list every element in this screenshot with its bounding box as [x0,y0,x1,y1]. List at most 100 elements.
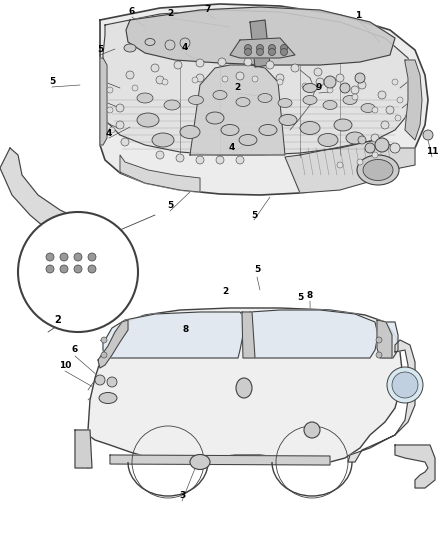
Circle shape [268,49,276,55]
Ellipse shape [259,125,277,135]
Circle shape [165,40,175,50]
Circle shape [121,138,129,146]
Text: 4: 4 [106,128,112,138]
Circle shape [371,134,379,142]
Circle shape [46,265,54,273]
Ellipse shape [236,98,250,107]
Polygon shape [100,4,428,195]
Text: 3: 3 [179,490,185,499]
Text: 5: 5 [167,201,173,211]
Circle shape [174,61,182,69]
Ellipse shape [258,93,272,102]
Ellipse shape [180,125,200,139]
Ellipse shape [278,99,292,108]
Polygon shape [120,155,200,192]
Ellipse shape [357,155,399,185]
Circle shape [132,85,138,91]
Polygon shape [98,320,128,368]
Circle shape [314,68,322,76]
Circle shape [162,79,168,85]
Polygon shape [250,20,270,67]
Circle shape [378,91,386,99]
Circle shape [266,61,274,69]
Polygon shape [250,310,378,358]
Circle shape [351,86,359,94]
Circle shape [196,59,204,67]
Ellipse shape [206,112,224,124]
Circle shape [116,104,124,112]
Polygon shape [75,430,92,468]
Ellipse shape [190,455,210,470]
Ellipse shape [361,103,375,112]
Circle shape [196,74,204,82]
Ellipse shape [303,84,317,93]
Polygon shape [0,148,105,248]
Circle shape [60,253,68,261]
Text: 2: 2 [234,84,240,93]
Circle shape [304,422,320,438]
Circle shape [395,115,401,121]
Ellipse shape [145,38,155,45]
Ellipse shape [99,392,117,403]
Text: 5: 5 [297,293,303,302]
Circle shape [74,253,82,261]
Polygon shape [377,320,392,358]
Circle shape [46,253,54,261]
Circle shape [176,154,184,162]
Text: 6: 6 [72,345,78,354]
Ellipse shape [318,133,338,147]
Circle shape [257,44,264,52]
Ellipse shape [363,159,393,181]
Ellipse shape [137,113,159,127]
Text: 2: 2 [167,9,173,18]
Text: 5: 5 [254,265,260,274]
Text: 6: 6 [129,7,135,17]
Polygon shape [103,312,245,358]
Polygon shape [242,312,255,358]
Circle shape [244,58,252,66]
Circle shape [222,76,228,82]
Text: 8: 8 [183,326,189,335]
Circle shape [316,78,324,86]
Polygon shape [100,58,107,145]
Circle shape [291,64,299,72]
Text: 2: 2 [55,315,61,325]
Ellipse shape [343,95,357,104]
Circle shape [397,97,403,103]
Polygon shape [405,60,422,140]
Circle shape [372,152,378,158]
Ellipse shape [334,119,352,131]
Ellipse shape [124,44,136,52]
Circle shape [244,44,251,52]
Text: 4: 4 [182,44,188,52]
Ellipse shape [303,95,317,104]
Circle shape [392,372,418,398]
Text: 11: 11 [426,148,438,157]
Ellipse shape [279,115,297,125]
Circle shape [268,44,276,52]
Text: 1: 1 [355,11,361,20]
Circle shape [107,107,113,113]
Circle shape [126,71,134,79]
Circle shape [236,156,244,164]
Circle shape [423,130,433,140]
Polygon shape [110,455,330,465]
Circle shape [101,337,107,343]
Circle shape [390,143,400,153]
Polygon shape [230,38,295,58]
Circle shape [116,121,124,129]
Circle shape [375,138,389,152]
Circle shape [365,143,375,153]
Circle shape [218,58,226,66]
Polygon shape [126,7,395,65]
Circle shape [337,162,343,168]
Circle shape [376,352,382,358]
Circle shape [252,76,258,82]
Circle shape [196,156,204,164]
Circle shape [324,76,336,88]
Ellipse shape [300,122,320,134]
Circle shape [101,352,107,358]
Circle shape [340,83,350,93]
Ellipse shape [213,91,227,100]
Text: 8: 8 [307,290,313,300]
